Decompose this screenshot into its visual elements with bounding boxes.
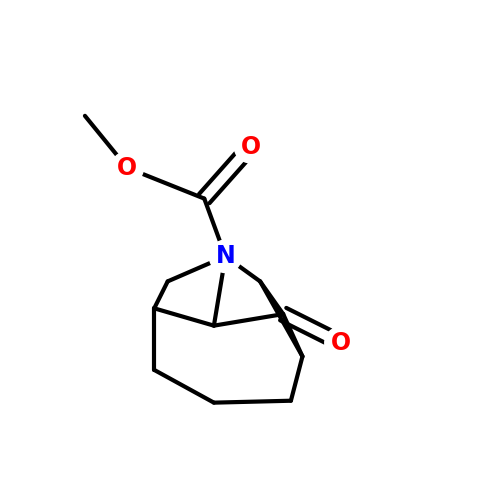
Text: N: N — [216, 244, 236, 268]
Text: O: O — [331, 331, 351, 355]
Circle shape — [325, 327, 357, 359]
Circle shape — [234, 130, 266, 163]
Text: O: O — [240, 134, 260, 158]
Circle shape — [111, 152, 144, 184]
Text: O: O — [117, 156, 138, 180]
Circle shape — [210, 240, 242, 272]
